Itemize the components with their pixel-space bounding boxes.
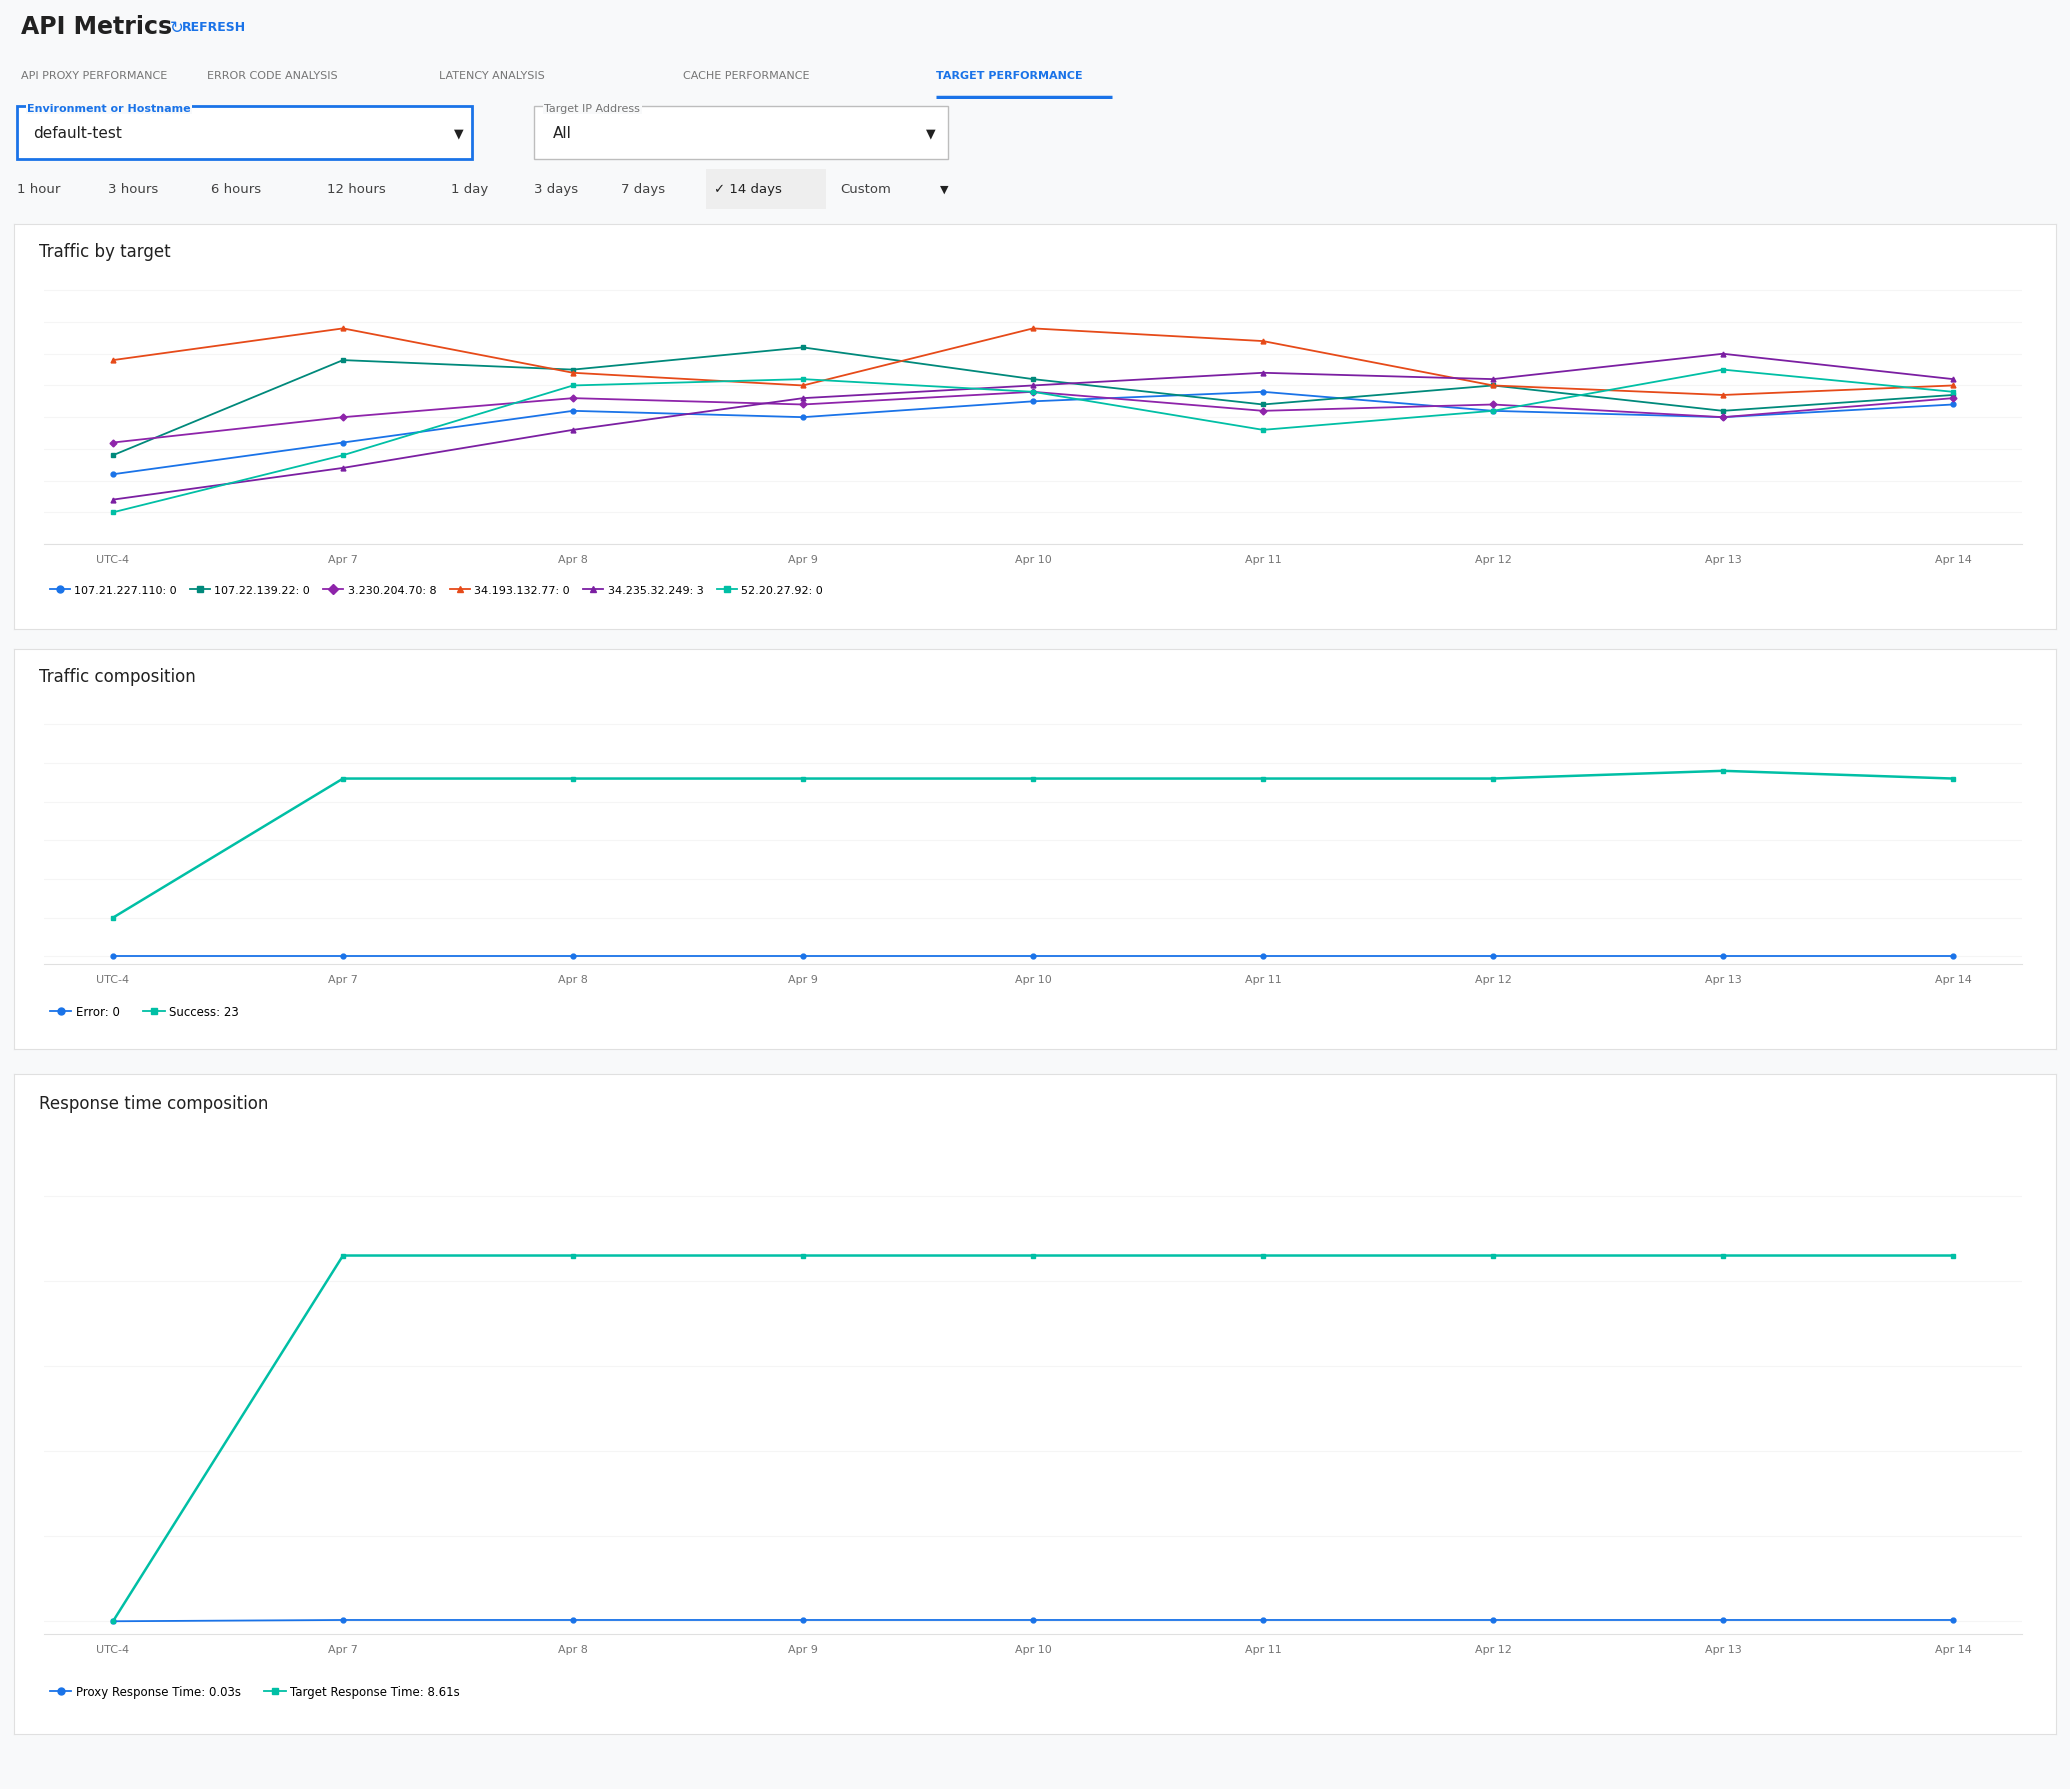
Text: ▼: ▼ — [940, 184, 948, 195]
Text: CACHE PERFORMANCE: CACHE PERFORMANCE — [683, 72, 809, 81]
FancyBboxPatch shape — [17, 107, 472, 159]
Text: REFRESH: REFRESH — [182, 21, 246, 34]
Text: 3 days: 3 days — [534, 184, 578, 197]
Text: 1 hour: 1 hour — [17, 184, 60, 197]
Text: 1 day: 1 day — [451, 184, 489, 197]
Text: Target IP Address: Target IP Address — [544, 104, 640, 114]
Text: 7 days: 7 days — [621, 184, 664, 197]
Text: LATENCY ANALYSIS: LATENCY ANALYSIS — [439, 72, 544, 81]
Text: default-test: default-test — [33, 125, 122, 141]
Text: ERROR CODE ANALYSIS: ERROR CODE ANALYSIS — [207, 72, 337, 81]
Text: Response time composition: Response time composition — [39, 1095, 267, 1113]
Text: ▼: ▼ — [925, 127, 936, 140]
Text: Traffic composition: Traffic composition — [39, 667, 195, 685]
Text: Traffic by target: Traffic by target — [39, 243, 170, 261]
Text: API Metrics: API Metrics — [21, 16, 172, 39]
Legend: Proxy Response Time: 0.03s, Target Response Time: 8.61s: Proxy Response Time: 0.03s, Target Respo… — [50, 1685, 460, 1698]
Bar — [706, 170, 826, 209]
Text: ▼: ▼ — [453, 127, 464, 140]
Text: ↻: ↻ — [170, 18, 184, 36]
Legend: 107.21.227.110: 0, 107.22.139.22: 0, 3.230.204.70: 8, 34.193.132.77: 0, 34.235.3: 107.21.227.110: 0, 107.22.139.22: 0, 3.2… — [50, 585, 824, 596]
Text: Environment or Hostname: Environment or Hostname — [27, 104, 190, 114]
Text: Custom: Custom — [840, 184, 892, 197]
Text: API PROXY PERFORMANCE: API PROXY PERFORMANCE — [21, 72, 168, 81]
Text: All: All — [553, 125, 571, 141]
Text: 3 hours: 3 hours — [108, 184, 157, 197]
Text: ✓ 14 days: ✓ 14 days — [714, 184, 782, 197]
Legend: Error: 0, Success: 23: Error: 0, Success: 23 — [50, 1005, 238, 1018]
Text: 6 hours: 6 hours — [211, 184, 261, 197]
Text: TARGET PERFORMANCE: TARGET PERFORMANCE — [936, 72, 1083, 81]
Text: 12 hours: 12 hours — [327, 184, 385, 197]
FancyBboxPatch shape — [534, 107, 948, 159]
